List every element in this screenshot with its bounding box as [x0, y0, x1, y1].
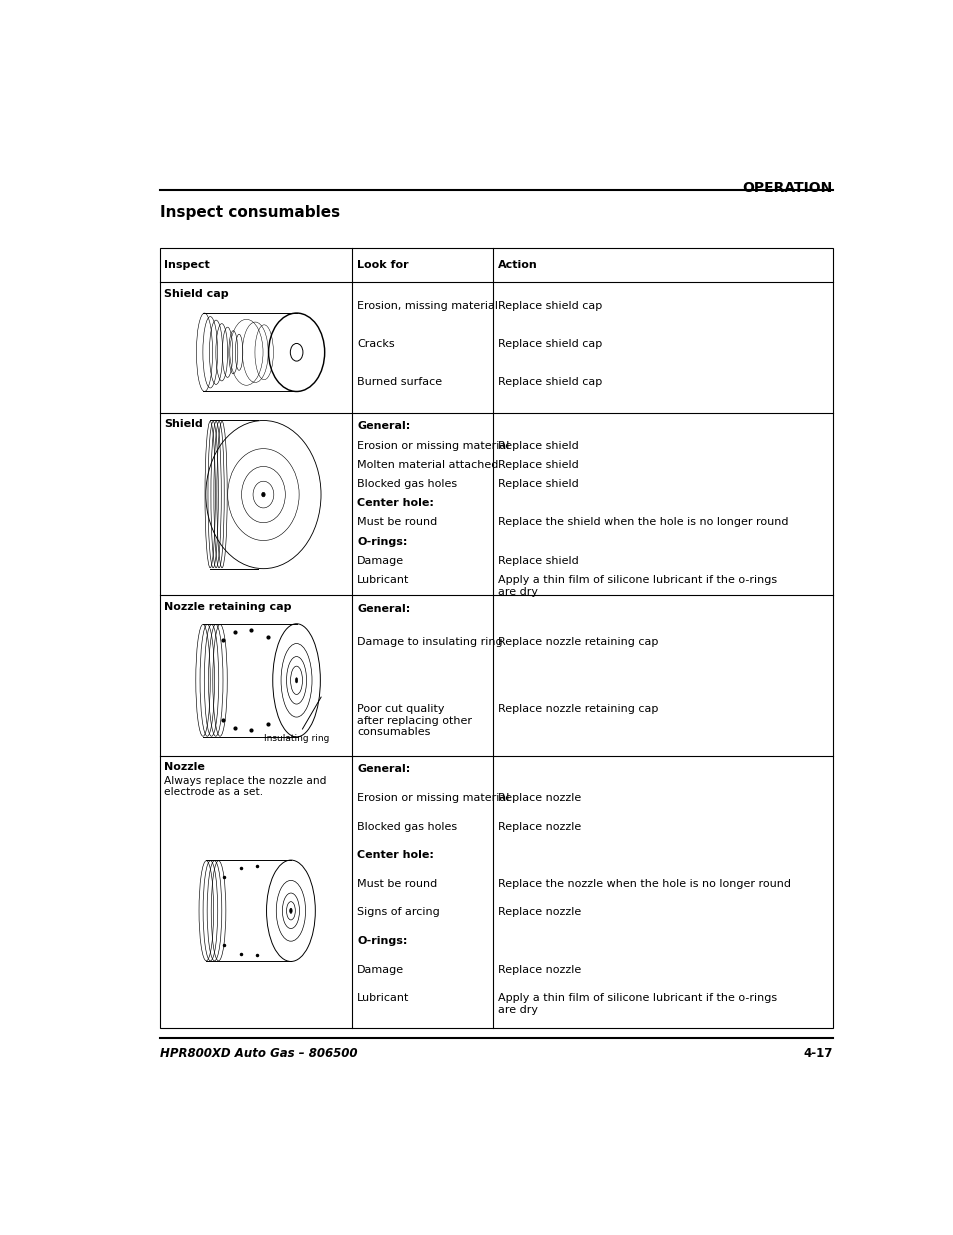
Text: Replace shield: Replace shield: [497, 556, 578, 566]
Text: O-rings:: O-rings:: [357, 936, 407, 946]
Text: Lubricant: Lubricant: [357, 993, 409, 1003]
Text: Replace nozzle: Replace nozzle: [497, 908, 580, 918]
Text: Poor cut quality
after replacing other
consumables: Poor cut quality after replacing other c…: [357, 704, 472, 737]
Ellipse shape: [295, 678, 297, 683]
Text: Replace shield: Replace shield: [497, 459, 578, 469]
Text: Damage: Damage: [357, 556, 404, 566]
Text: Erosion or missing material: Erosion or missing material: [357, 793, 509, 803]
Text: Burned surface: Burned surface: [357, 378, 442, 388]
Text: Apply a thin film of silicone lubricant if the o-rings
are dry: Apply a thin film of silicone lubricant …: [497, 576, 776, 597]
Text: O-rings:: O-rings:: [357, 537, 407, 547]
Bar: [160, 248, 832, 1028]
Text: Nozzle retaining cap: Nozzle retaining cap: [164, 603, 292, 613]
Text: Replace nozzle retaining cap: Replace nozzle retaining cap: [497, 704, 658, 714]
Text: Replace nozzle retaining cap: Replace nozzle retaining cap: [497, 637, 658, 647]
Text: Signs of arcing: Signs of arcing: [357, 908, 439, 918]
Text: Lubricant: Lubricant: [357, 576, 409, 585]
Text: Replace shield cap: Replace shield cap: [497, 340, 601, 350]
Text: General:: General:: [357, 764, 410, 774]
Text: Inspect: Inspect: [164, 261, 210, 270]
Text: Shield: Shield: [164, 420, 203, 430]
Text: Nozzle: Nozzle: [164, 762, 205, 772]
Text: Replace shield: Replace shield: [497, 441, 578, 451]
Text: Replace nozzle: Replace nozzle: [497, 965, 580, 974]
Text: Erosion or missing material: Erosion or missing material: [357, 441, 509, 451]
Ellipse shape: [261, 493, 265, 496]
Text: Blocked gas holes: Blocked gas holes: [357, 821, 457, 831]
Text: Center hole:: Center hole:: [357, 850, 434, 861]
Text: OPERATION: OPERATION: [741, 180, 832, 195]
Text: Replace nozzle: Replace nozzle: [497, 793, 580, 803]
Text: General:: General:: [357, 421, 410, 431]
Text: Look for: Look for: [357, 261, 409, 270]
Text: Damage to insulating ring: Damage to insulating ring: [357, 637, 502, 647]
Text: Replace shield: Replace shield: [497, 479, 578, 489]
Text: Cracks: Cracks: [357, 340, 395, 350]
Text: Must be round: Must be round: [357, 517, 437, 527]
Text: Center hole:: Center hole:: [357, 498, 434, 509]
Text: Insulating ring: Insulating ring: [264, 697, 329, 743]
Text: Action: Action: [497, 261, 537, 270]
Text: Replace shield cap: Replace shield cap: [497, 378, 601, 388]
Text: Replace the shield when the hole is no longer round: Replace the shield when the hole is no l…: [497, 517, 787, 527]
Text: Inspect consumables: Inspect consumables: [160, 205, 339, 220]
Text: Must be round: Must be round: [357, 879, 437, 889]
Text: Always replace the nozzle and
electrode as a set.: Always replace the nozzle and electrode …: [164, 776, 327, 798]
Text: Replace shield cap: Replace shield cap: [497, 301, 601, 311]
Text: 4-17: 4-17: [802, 1047, 832, 1060]
Text: Erosion, missing material: Erosion, missing material: [357, 301, 497, 311]
Text: Replace nozzle: Replace nozzle: [497, 821, 580, 831]
Text: HPR800XD Auto Gas – 806500: HPR800XD Auto Gas – 806500: [160, 1047, 357, 1060]
Text: Molten material attached: Molten material attached: [357, 459, 498, 469]
Text: Shield cap: Shield cap: [164, 289, 229, 299]
Text: Apply a thin film of silicone lubricant if the o-rings
are dry: Apply a thin film of silicone lubricant …: [497, 993, 776, 1015]
Text: Damage: Damage: [357, 965, 404, 974]
Text: General:: General:: [357, 604, 410, 614]
Text: Replace the nozzle when the hole is no longer round: Replace the nozzle when the hole is no l…: [497, 879, 790, 889]
Ellipse shape: [290, 908, 292, 914]
Text: Blocked gas holes: Blocked gas holes: [357, 479, 457, 489]
